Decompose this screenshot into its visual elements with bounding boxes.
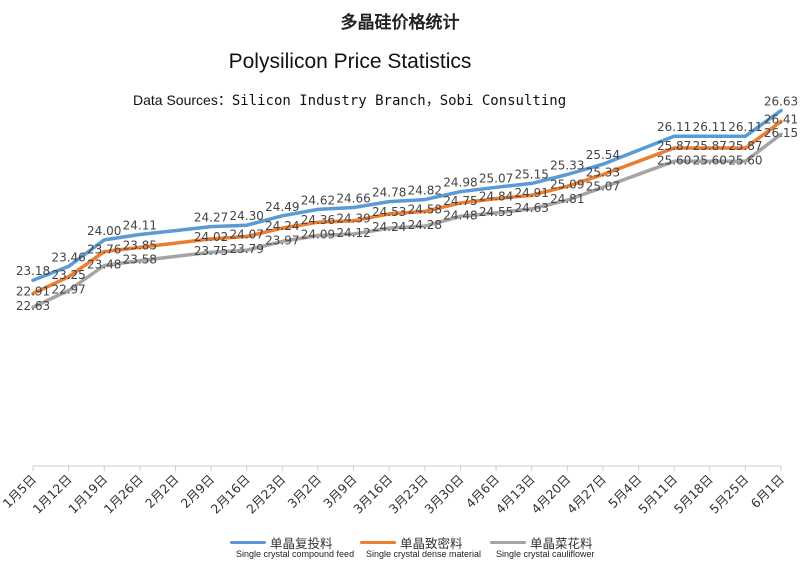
data-label: 26.11 [657, 120, 691, 134]
data-label: 24.55 [479, 205, 513, 219]
legend-swatch-dense-material [360, 541, 396, 544]
data-label: 25.60 [693, 153, 727, 167]
data-source: Data Sources：Silicon Industry Branch，Sob… [133, 90, 566, 110]
series-line-2 [31, 132, 783, 309]
data-label: 24.63 [514, 201, 548, 215]
data-label: 23.97 [265, 233, 299, 247]
data-label: 24.53 [372, 205, 406, 219]
chart-title-cn: 多晶硅价格统计 [340, 13, 460, 33]
data-label: 26.63 [764, 95, 798, 109]
data-label: 24.81 [550, 192, 584, 206]
data-label: 24.84 [479, 190, 513, 204]
x-tick-label: 1月26日 [101, 472, 146, 517]
x-tick-label: 2月23日 [243, 472, 288, 517]
data-label: 24.30 [230, 209, 264, 223]
data-label: 23.79 [230, 242, 264, 256]
x-tick-label: 3月30日 [421, 472, 466, 517]
data-label: 26.41 [764, 112, 798, 126]
data-label: 23.48 [87, 257, 121, 271]
data-label: 24.24 [265, 219, 299, 233]
legend: 单晶复投料 Single crystal compound feed 单晶致密料… [200, 533, 800, 563]
data-label: 23.75 [194, 244, 228, 258]
data-label: 24.48 [443, 208, 477, 222]
data-label: 23.18 [16, 264, 50, 278]
data-label: 24.78 [372, 186, 406, 200]
data-label: 24.02 [194, 230, 228, 244]
data-label: 25.87 [728, 139, 762, 153]
data-label: 26.15 [764, 126, 798, 140]
data-label: 24.07 [230, 227, 264, 241]
data-label: 24.82 [408, 184, 442, 198]
data-label: 24.98 [443, 176, 477, 190]
data-label: 25.60 [728, 153, 762, 167]
legend-label-cn: 单晶复投料 [270, 536, 333, 551]
series-line-1 [31, 119, 783, 296]
legend-label-en: Single crystal cauliflower [496, 549, 595, 559]
data-label: 25.87 [693, 139, 727, 153]
data-label: 24.49 [265, 200, 299, 214]
data-label: 24.75 [443, 194, 477, 208]
data-label: 25.07 [479, 171, 513, 185]
series-line-0 [31, 108, 783, 282]
data-label: 24.09 [301, 227, 335, 241]
data-label: 25.54 [586, 148, 620, 162]
data-label: 24.62 [301, 193, 335, 207]
source-label: Data Sources： [133, 92, 232, 108]
legend-label-cn: 单晶菜花料 [530, 536, 593, 551]
data-label: 23.25 [51, 268, 85, 282]
data-label: 24.11 [123, 219, 157, 233]
data-label: 24.39 [336, 212, 370, 226]
data-label: 26.11 [693, 120, 727, 134]
x-tick-label: 2月2日 [142, 472, 182, 512]
legend-label-en: Single crystal dense material [366, 549, 482, 559]
data-label: 25.07 [586, 179, 620, 193]
data-label: 23.46 [51, 250, 85, 264]
data-label: 24.12 [336, 226, 370, 240]
data-label: 23.85 [123, 238, 157, 252]
x-tick-label: 4月27日 [564, 472, 609, 517]
x-tick-label: 5月25日 [706, 472, 751, 517]
data-label: 24.91 [514, 186, 548, 200]
data-label: 22.91 [16, 284, 50, 298]
data-label: 24.66 [336, 191, 370, 205]
data-label: 23.58 [123, 253, 157, 267]
data-label: 24.27 [194, 211, 228, 225]
chart-title-en: Polysilicon Price Statistics [228, 50, 472, 73]
legend-swatch-compound-feed [230, 541, 266, 544]
data-label: 25.15 [514, 167, 548, 181]
data-label: 24.28 [408, 218, 442, 232]
legend-label-en: Single crystal compound feed [236, 549, 355, 559]
data-label: 25.33 [550, 159, 584, 173]
data-label: 24.00 [87, 224, 121, 238]
data-label: 22.97 [51, 283, 85, 297]
x-tick-label: 6月1日 [748, 472, 788, 512]
data-label: 25.60 [657, 153, 691, 167]
data-label: 22.63 [16, 299, 50, 313]
data-label: 24.58 [408, 202, 442, 216]
legend-label-cn: 单晶致密料 [400, 536, 463, 551]
data-label: 25.87 [657, 139, 691, 153]
data-label: 25.09 [550, 177, 584, 191]
x-tick-label: 3月2日 [285, 472, 325, 512]
data-label: 24.24 [372, 220, 406, 234]
legend-swatch-cauliflower [490, 541, 526, 544]
data-label: 23.76 [87, 243, 121, 257]
data-label: 24.36 [301, 213, 335, 227]
source-value: Silicon Industry Branch，Sobi Consulting [231, 93, 567, 109]
data-label: 26.11 [728, 120, 762, 134]
data-label: 25.33 [586, 166, 620, 180]
